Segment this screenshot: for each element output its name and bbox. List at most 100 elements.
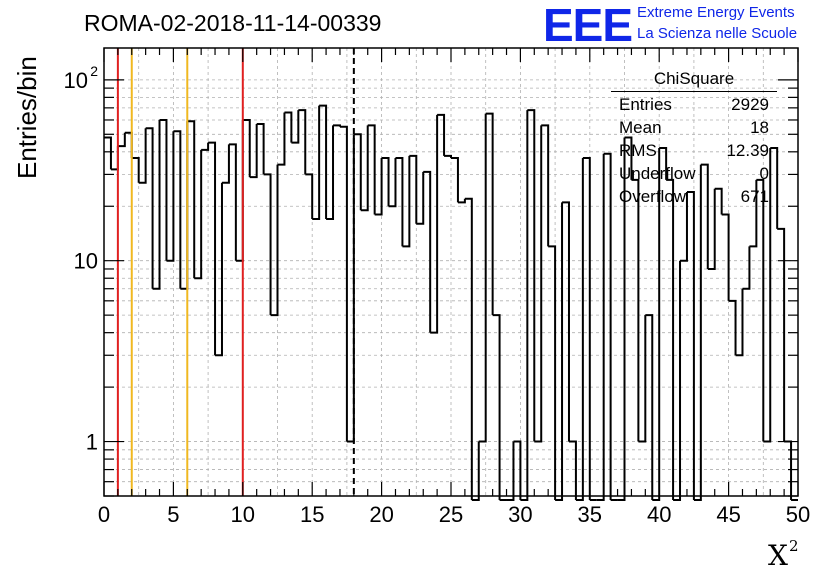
histogram-bin <box>360 125 369 212</box>
histogram-bin <box>159 118 168 261</box>
histogram-bin <box>666 178 675 500</box>
logo-line-2: La Scienza nelle Scuole <box>637 25 798 42</box>
histogram-bin <box>624 136 633 180</box>
stats-row-entries: Entries 2929 <box>611 93 777 116</box>
histogram-bin <box>333 124 341 127</box>
stats-value: 12.39 <box>726 141 769 160</box>
histogram-bin <box>138 128 147 184</box>
histogram-bin <box>770 146 779 229</box>
histogram-bin <box>485 112 494 316</box>
x-tick-label: 50 <box>786 502 810 527</box>
histogram-bin <box>152 119 161 290</box>
y-tick-label: 1 <box>86 430 98 455</box>
histogram-bin <box>457 198 466 204</box>
histogram-bin <box>319 104 328 220</box>
histogram-bin <box>541 124 550 247</box>
histogram-bin <box>721 213 730 301</box>
histogram-bin <box>215 182 223 357</box>
histogram-bin <box>575 157 584 501</box>
eee-logo: EEE <box>543 0 633 51</box>
histogram-bin <box>353 133 362 211</box>
x-tick-label: 15 <box>300 502 324 527</box>
histogram-bin <box>381 156 390 207</box>
histogram-bin <box>680 191 688 262</box>
stats-label: Underflow <box>619 164 696 183</box>
histogram-bin <box>124 131 133 158</box>
histogram-bin <box>527 109 536 442</box>
histogram-bin <box>728 299 737 356</box>
histogram-bin <box>430 114 439 334</box>
histogram-bin <box>110 146 119 171</box>
x-tick-label: 30 <box>508 502 532 527</box>
stats-label: Mean <box>619 118 662 137</box>
stats-row-underflow: Underflow 0 <box>611 162 777 185</box>
y-tick-label: 10 <box>64 68 88 93</box>
histogram-bin <box>520 110 529 501</box>
histogram-bin <box>173 130 182 289</box>
histogram-bin <box>596 153 605 501</box>
x-tick-label: 5 <box>167 502 179 527</box>
histogram-bin <box>659 146 668 180</box>
histogram-bin <box>221 144 230 184</box>
histogram-bin <box>506 441 515 501</box>
y-tick-label: 10 <box>74 249 98 274</box>
histogram-bin <box>603 152 612 500</box>
histogram-bin <box>117 132 126 148</box>
logo-line-1: Extreme Energy Events <box>637 4 795 21</box>
y-tick-label-exponent: 2 <box>90 63 98 79</box>
histogram-bin <box>416 171 425 225</box>
chart-title: ROMA-02-2018-11-14-00339 <box>84 10 382 36</box>
histogram-bin <box>742 246 751 290</box>
histogram-bin <box>326 125 335 221</box>
x-tick-label: 0 <box>98 502 110 527</box>
histogram-bin <box>478 113 487 443</box>
reference-lines <box>116 48 355 496</box>
histogram-bin <box>700 163 709 269</box>
histogram-bin <box>388 157 397 208</box>
histogram-bin <box>423 170 432 333</box>
histogram-bin <box>562 201 570 442</box>
histogram-bin <box>402 155 411 248</box>
axis-ticks <box>103 48 799 497</box>
histogram-bin <box>693 164 702 501</box>
histogram-bin <box>104 136 112 170</box>
histogram-bin <box>367 124 376 215</box>
stats-divider <box>611 91 777 92</box>
histogram-bin <box>645 314 654 500</box>
histogram-bin <box>777 227 786 442</box>
histogram-bin <box>673 260 682 501</box>
histogram-bin <box>187 120 196 279</box>
histogram-bin <box>228 143 237 261</box>
histogram-bin <box>270 164 279 317</box>
histogram-bin <box>277 112 286 166</box>
histogram-bin <box>249 123 258 179</box>
stats-value: 671 <box>740 187 769 206</box>
histogram-bin <box>242 118 251 178</box>
x-tick-label: 10 <box>231 502 255 527</box>
x-tick-label: 45 <box>716 502 740 527</box>
stats-value: 0 <box>759 164 769 183</box>
histogram-bin <box>548 245 557 500</box>
histogram-bin <box>471 441 480 501</box>
histogram-bin <box>631 178 640 442</box>
histogram-bin <box>263 173 272 316</box>
histogram-bin <box>492 314 501 500</box>
histogram-bin <box>437 113 446 156</box>
stats-row-rms: RMS 12.39 <box>611 139 777 162</box>
histogram-bin <box>513 440 522 500</box>
stats-row-overflow: Overflow 671 <box>611 185 777 208</box>
histogram-bin <box>180 121 189 290</box>
histogram-bin <box>235 119 244 262</box>
histogram-bin <box>208 141 217 356</box>
histogram-bin <box>346 134 355 443</box>
logo-caption: Extreme Energy Events La Scienza nelle S… <box>637 2 797 44</box>
histogram-bin <box>298 109 307 175</box>
histogram-bin <box>194 149 203 280</box>
x-tick-label: 25 <box>439 502 463 527</box>
histogram-bin <box>374 157 383 216</box>
histogram-bin <box>707 188 716 270</box>
histogram-bin <box>145 127 154 289</box>
histogram-bin <box>305 173 314 220</box>
